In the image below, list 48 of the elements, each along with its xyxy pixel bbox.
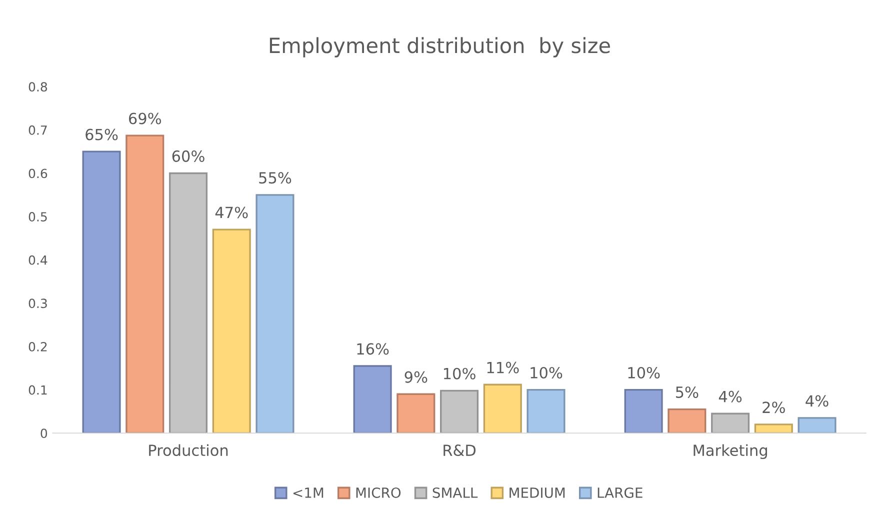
- bar: [754, 424, 793, 434]
- bar: [396, 393, 436, 434]
- y-tick-label: 0.5: [28, 212, 47, 222]
- data-label: 2%: [762, 402, 785, 414]
- x-tick-label: Marketing: [694, 444, 767, 460]
- x-tick-label: Production: [149, 444, 228, 456]
- chart-title: Employment distribution by size: [270, 37, 610, 58]
- data-label: 10%: [628, 366, 660, 379]
- bar: [168, 172, 208, 434]
- bar: [711, 412, 750, 434]
- bar: [624, 388, 663, 434]
- data-label: 4%: [806, 395, 828, 407]
- bar: [440, 390, 479, 434]
- bar: [126, 134, 164, 434]
- data-label: 10%: [530, 366, 562, 379]
- data-label: 11%: [487, 362, 519, 374]
- bar: [353, 365, 392, 434]
- data-label: 55%: [259, 172, 292, 184]
- bar: [256, 194, 294, 434]
- data-label: 5%: [676, 386, 698, 398]
- data-label: 9%: [404, 371, 428, 383]
- legend-label: <1M: [293, 488, 324, 498]
- bar: [798, 417, 836, 434]
- data-label: 65%: [86, 128, 118, 140]
- bar: [526, 388, 566, 434]
- data-label: 69%: [128, 112, 162, 124]
- bar: [82, 150, 121, 434]
- bar: [483, 384, 522, 434]
- data-label: 16%: [357, 343, 389, 355]
- y-tick-label: 0.4: [28, 255, 48, 265]
- y-tick-label: 0.8: [28, 82, 48, 92]
- x-tick-label: R&D: [444, 444, 476, 456]
- y-tick-label: 0.1: [28, 385, 47, 395]
- y-tick-label: 0.6: [28, 168, 48, 178]
- data-label: 4%: [718, 390, 742, 402]
- y-tick-label: 0.7: [28, 125, 47, 135]
- bar: [668, 408, 706, 434]
- data-label: 10%: [444, 368, 476, 380]
- y-tick-label: 0: [40, 428, 48, 438]
- legend-label: SMALL: [432, 487, 478, 498]
- y-tick-label: 0.3: [28, 298, 47, 308]
- legend-label: LARGE: [598, 487, 642, 498]
- data-label: 60%: [172, 150, 204, 162]
- legend-label: MEDIUM: [510, 488, 565, 498]
- data-label: 47%: [215, 206, 248, 218]
- legend-label: MICRO: [356, 487, 401, 498]
- y-tick-label: 0.2: [28, 342, 47, 352]
- bar: [212, 228, 251, 434]
